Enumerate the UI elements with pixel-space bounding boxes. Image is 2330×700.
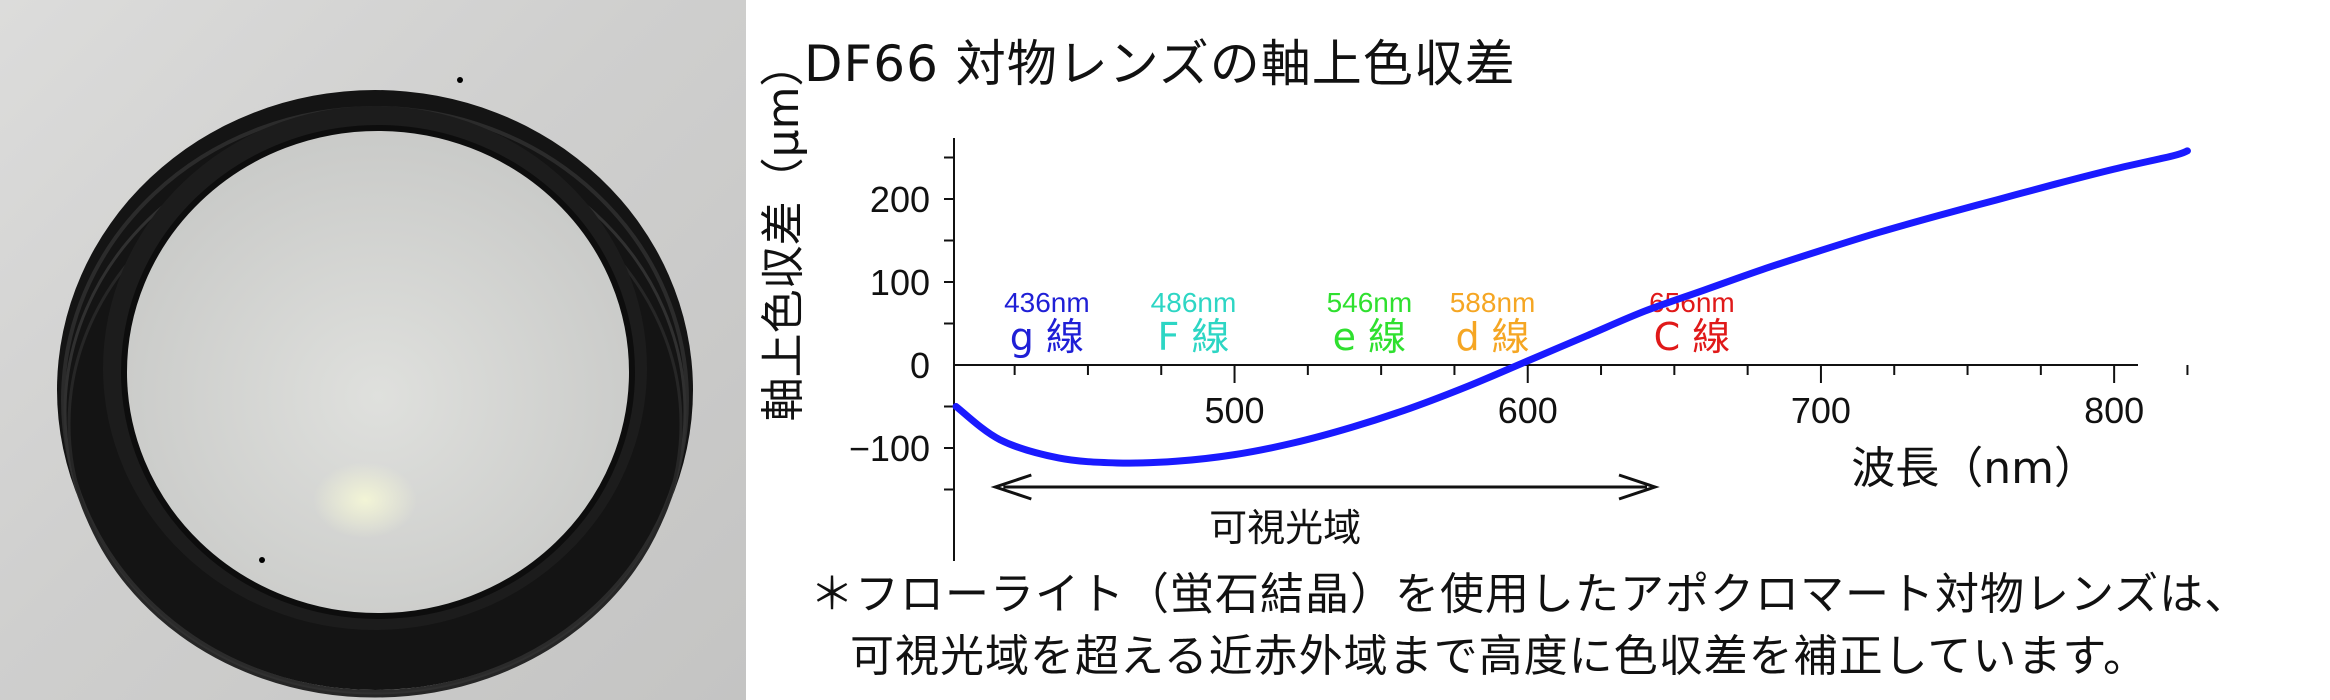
spectral-line-wavelength: 546nm	[1327, 287, 1413, 318]
y-tick-label: 0	[910, 345, 930, 386]
lens-ring-illustration	[57, 77, 693, 698]
footnote-line-1: ＊フローライト（蛍石結晶）を使用したアポクロマート対物レンズは、	[810, 569, 2250, 620]
x-tick-label: 600	[1498, 390, 1558, 431]
spectral-line-name: d 線	[1455, 315, 1529, 359]
aberration-chart: −100 0 100 200 500 600 700 800 波長（nm） 軸上色収差（μm） 4…	[758, 43, 2191, 561]
y-axis-label: 軸上色収差（μm）	[758, 43, 809, 422]
y-tick-label: 100	[870, 262, 930, 303]
lens-photo	[0, 0, 746, 700]
visible-range-label: 可視光域	[1209, 506, 1361, 550]
aberration-curve	[952, 147, 2191, 467]
y-tick-label: −100	[849, 428, 930, 469]
y-tick-label: 200	[870, 179, 930, 220]
visible-range-annotation: 可視光域	[990, 473, 1660, 550]
spectral-line-wavelength: 588nm	[1450, 287, 1536, 318]
chart-title: DF66 対物レンズの軸上色収差	[804, 35, 1516, 93]
x-tick-label: 800	[2084, 390, 2144, 431]
spectral-line-name: g 線	[1010, 315, 1084, 359]
spectral-line-name: F 線	[1158, 315, 1230, 359]
visible-range-arrow-left	[990, 473, 1032, 501]
x-tick-label: 700	[1791, 390, 1851, 431]
x-axis-label: 波長（nm）	[1851, 443, 2098, 494]
spectral-line-name: C 線	[1654, 315, 1731, 359]
chart-series	[952, 147, 2191, 467]
spectral-line-wavelength: 486nm	[1151, 287, 1237, 318]
spectral-line-name: e 線	[1333, 315, 1406, 359]
chart-axes: −100 0 100 200 500 600 700 800 波長（nm） 軸上色収差（μm）	[758, 43, 2189, 561]
footnote-line-2: 可視光域を超える近赤外域まで高度に色収差を補正しています。	[850, 631, 2148, 682]
x-tick-label: 500	[1205, 390, 1265, 431]
visible-range-arrow-right	[1618, 473, 1660, 501]
spectral-line-wavelength: 436nm	[1004, 287, 1090, 318]
